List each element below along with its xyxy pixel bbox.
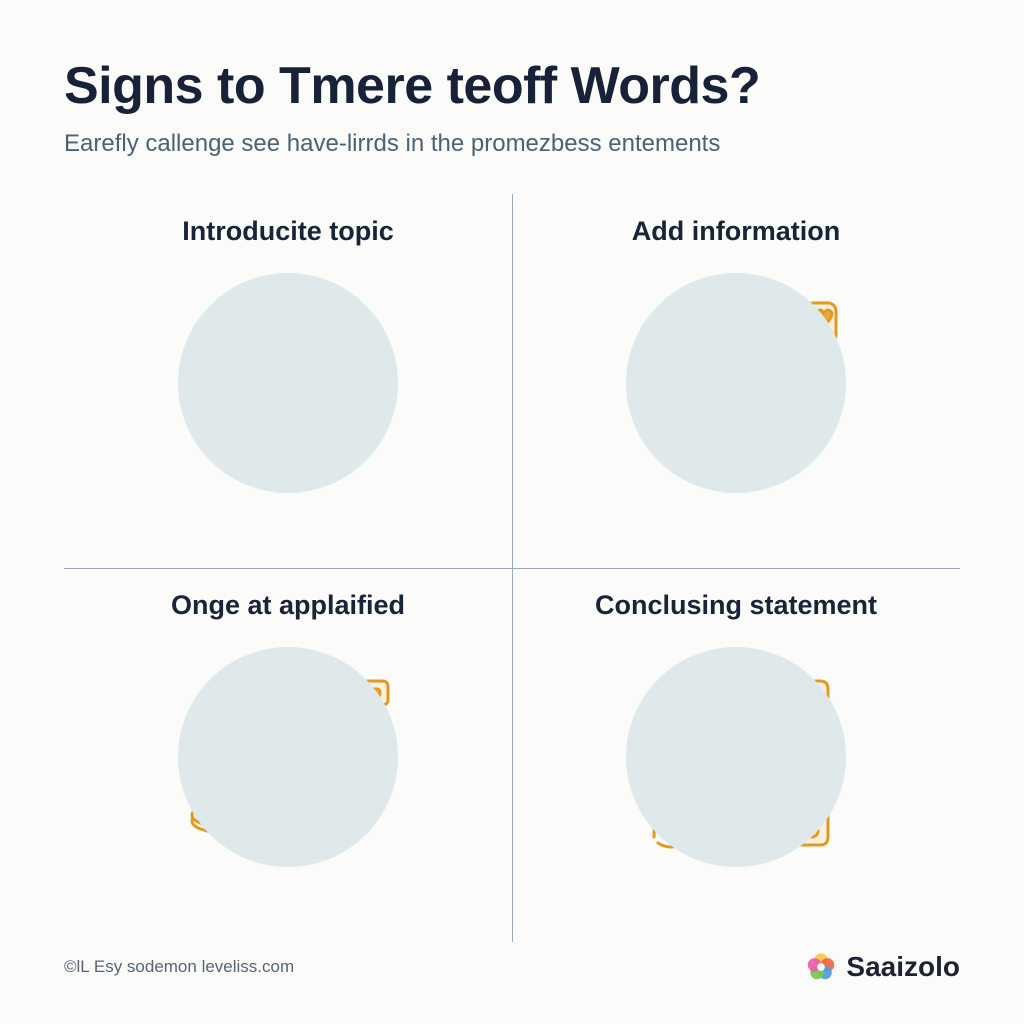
brand-name: Saaizolo [846, 951, 960, 983]
cell-label: Onge at applaified [171, 590, 405, 621]
cell-introducite-topic: Introducite topic [64, 194, 512, 568]
page-title: Signs to Tmere teoff Words? [64, 56, 960, 116]
cell-onge-applaified: Onge at applaified [64, 568, 512, 942]
cell-label: Conclusing statement [595, 590, 877, 621]
quadrant-grid: Introducite topic [64, 194, 960, 942]
circle-bg [626, 647, 846, 867]
cell-label: Introducite topic [182, 216, 394, 247]
cell-conclusing-statement: Conclusing statement [512, 568, 960, 942]
circle-bg [178, 273, 398, 493]
cell-label: Add information [632, 216, 840, 247]
monitor-shield-icon [168, 637, 408, 877]
cell-add-information: Add information [512, 194, 960, 568]
circle-bg [626, 273, 846, 493]
circle-bg [178, 647, 398, 867]
people-chat-icon [616, 263, 856, 503]
brand: Saaizolo [804, 950, 960, 984]
footer-attribution: ©lL Esy sodemon leveliss.com [64, 957, 294, 977]
document-check-icon [168, 263, 408, 503]
infographic-page: Signs to Tmere teoff Words? Earefly call… [0, 0, 1024, 1024]
page-subtitle: Earefly callenge see have-lirrds in the … [64, 130, 960, 158]
footer: ©lL Esy sodemon leveliss.com Saaizolo [64, 950, 960, 984]
brand-logo-icon [804, 950, 838, 984]
person-writing-icon [616, 637, 856, 877]
horizontal-divider [64, 568, 960, 569]
